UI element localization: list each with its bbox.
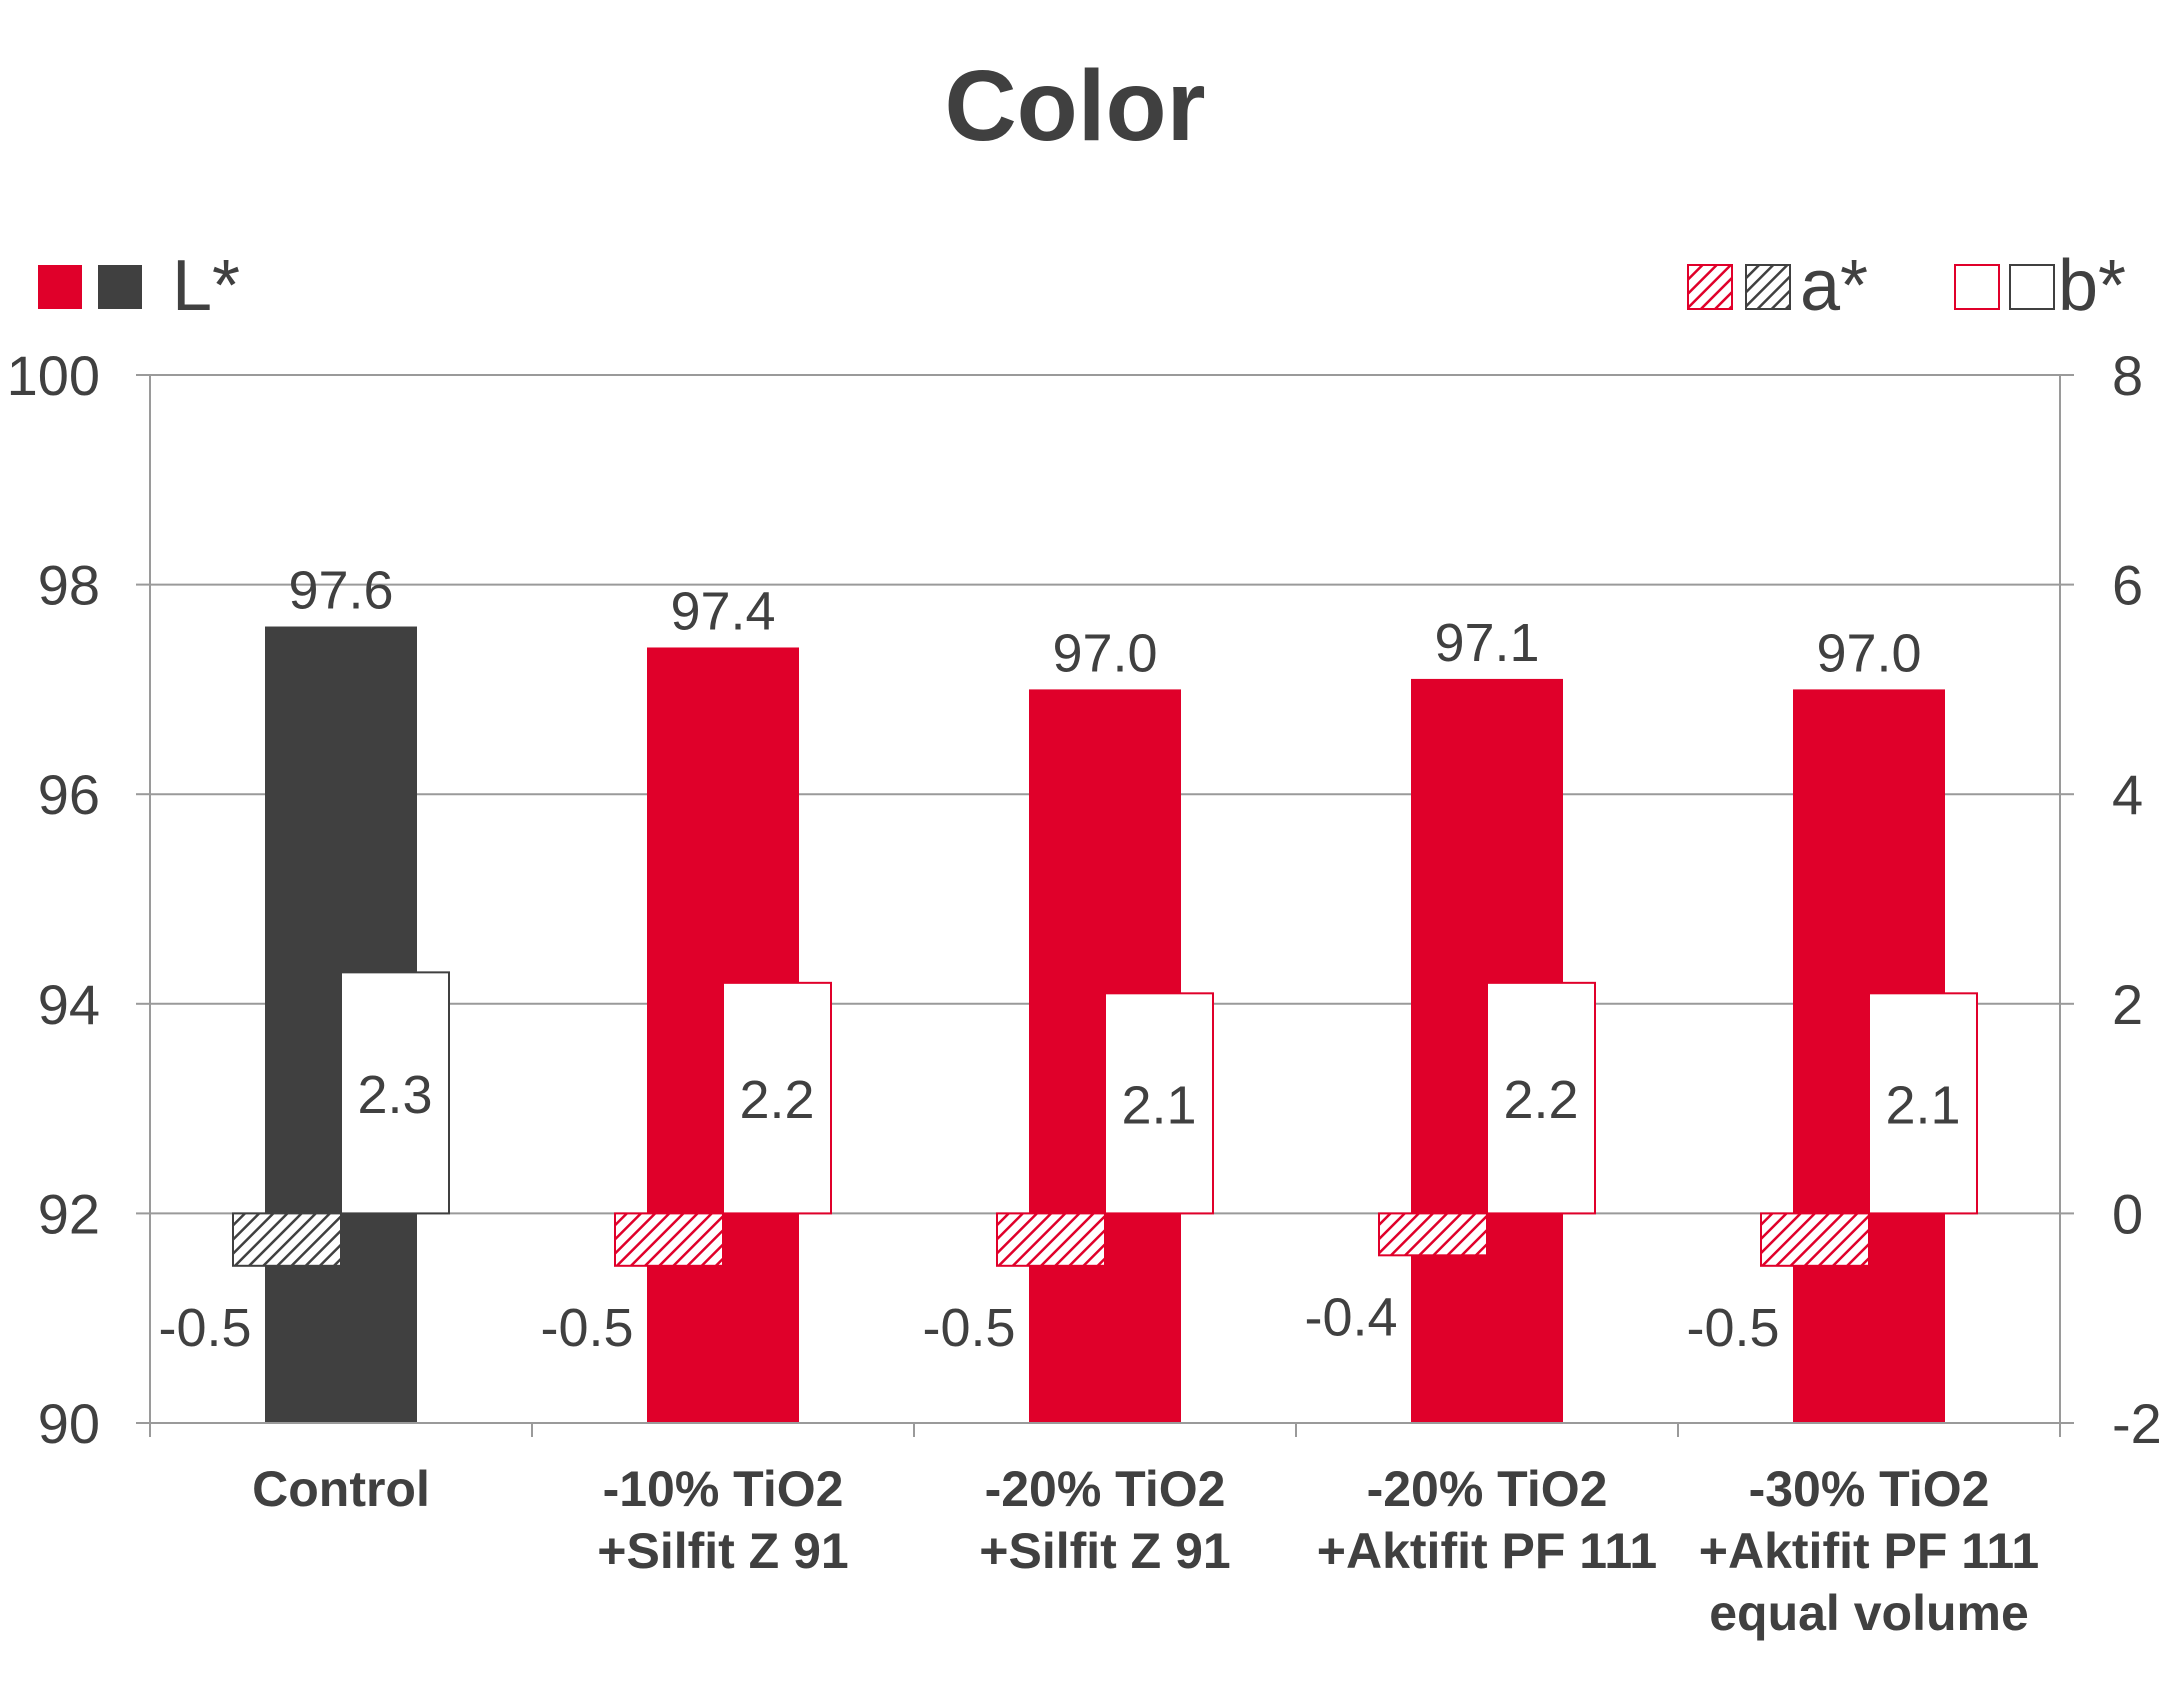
category-label-line: -20% TiO2 <box>985 1461 1226 1517</box>
a-bars <box>232 1212 1870 1267</box>
b-value-label: 2.1 <box>1885 1075 1960 1135</box>
b-value-label: 2.3 <box>357 1065 432 1125</box>
a-value-label: -0.5 <box>540 1298 633 1358</box>
b-bars <box>340 971 1978 1215</box>
legend-b-dark-swatch <box>2009 264 2055 310</box>
legend-a-label: a* <box>1800 246 1868 326</box>
b-value-label: 2.2 <box>739 1070 814 1130</box>
y-right-tick-label: 0 <box>2112 1182 2143 1245</box>
y-left-tick-label: 90 <box>38 1392 100 1455</box>
y-left-tick-label: 98 <box>38 554 100 617</box>
category-label-line: -10% TiO2 <box>603 1461 844 1517</box>
b-value-label: 2.1 <box>1121 1075 1196 1135</box>
l-value-label: 97.0 <box>1816 623 1921 683</box>
y-left-tick-label: 100 <box>7 344 100 407</box>
legend-b-label: b* <box>2058 246 2126 326</box>
a-bar <box>232 1212 342 1267</box>
l-value-label: 97.6 <box>288 561 393 621</box>
data-labels: 97.6 -0.5 2.3 97.4 -0.5 2.2 97.0 -0.5 2.1 97.1 -0.… <box>158 561 1960 1358</box>
a-value-label: -0.4 <box>1304 1287 1397 1347</box>
b-value-label: 2.2 <box>1503 1070 1578 1130</box>
category-label: -20% TiO2 +Silfit Z 91 <box>979 1461 1230 1579</box>
category-label-line: +Aktifit PF 111 <box>1317 1523 1657 1579</box>
category-label-line: -20% TiO2 <box>1367 1461 1608 1517</box>
a-bar <box>614 1212 724 1267</box>
l-value-label: 97.1 <box>1434 613 1539 673</box>
b-bar <box>722 981 832 1215</box>
legend-l-label: L* <box>172 246 240 326</box>
category-label-line: +Aktifit PF 111 <box>1699 1523 2039 1579</box>
category-label-line: equal volume <box>1709 1585 2029 1641</box>
legend-l-red-swatch <box>38 265 82 309</box>
y-left-tick-label: 94 <box>38 973 100 1036</box>
b-bar <box>1486 981 1596 1215</box>
tick-labels: 90 92 94 96 98 100 -2 0 2 4 6 8 <box>7 344 2162 1455</box>
y-left-tick-label: 96 <box>38 763 100 826</box>
a-bar <box>1760 1212 1870 1267</box>
y-right-tick-label: 6 <box>2112 554 2143 617</box>
y-right-tick-label: 8 <box>2112 344 2143 407</box>
legend-l-dark-swatch <box>98 265 142 309</box>
chart-title: Color <box>944 50 1205 162</box>
legend-a-dark-swatch <box>1745 264 1791 310</box>
axes <box>136 374 2074 1437</box>
y-left-tick-label: 92 <box>38 1182 100 1245</box>
y-right-tick-label: -2 <box>2112 1392 2162 1455</box>
category-label: -30% TiO2 +Aktifit PF 111 equal volume <box>1699 1461 2039 1641</box>
category-label: Control <box>252 1461 430 1517</box>
category-labels: Control -10% TiO2 +Silfit Z 91 -20% TiO2 +Si… <box>252 1461 2039 1641</box>
b-bar <box>1868 992 1978 1215</box>
l-value-label: 97.0 <box>1052 623 1157 683</box>
legend-b-red-swatch <box>1954 264 2000 310</box>
a-bar <box>996 1212 1106 1267</box>
l-value-label: 97.4 <box>670 581 775 641</box>
a-bar <box>1378 1212 1488 1257</box>
category-label-line: +Silfit Z 91 <box>979 1523 1230 1579</box>
category-label-line: Control <box>252 1461 430 1517</box>
y-right-tick-label: 4 <box>2112 763 2143 826</box>
b-bar <box>340 971 450 1215</box>
a-value-label: -0.5 <box>158 1298 251 1358</box>
legend-a-red-swatch <box>1687 264 1733 310</box>
b-bar <box>1104 992 1214 1215</box>
a-value-label: -0.5 <box>1686 1298 1779 1358</box>
category-label: -20% TiO2 +Aktifit PF 111 <box>1317 1461 1657 1579</box>
category-label-line: -30% TiO2 <box>1749 1461 1990 1517</box>
legend: L* a* b* <box>38 246 2126 326</box>
y-right-tick-label: 2 <box>2112 973 2143 1036</box>
category-label-line: +Silfit Z 91 <box>597 1523 848 1579</box>
category-label: -10% TiO2 +Silfit Z 91 <box>597 1461 848 1579</box>
a-value-label: -0.5 <box>922 1298 1015 1358</box>
